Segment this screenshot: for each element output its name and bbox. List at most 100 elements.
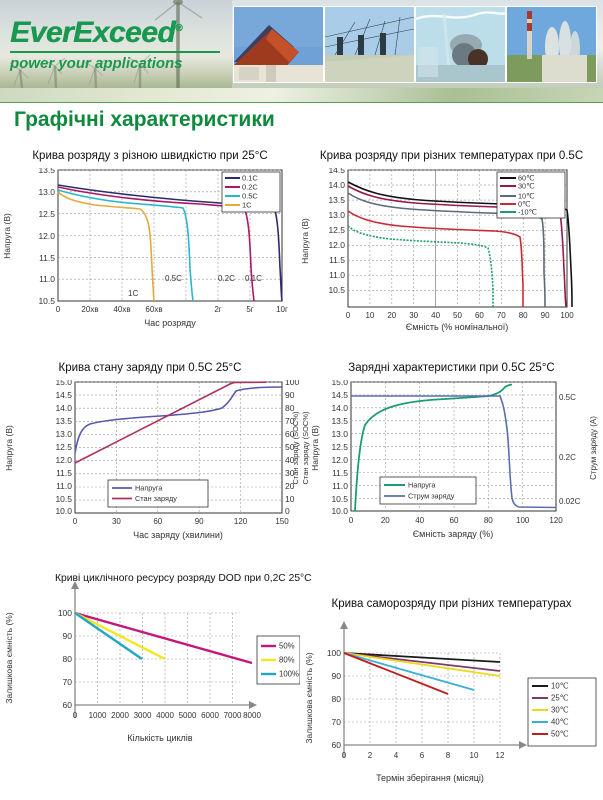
svg-text:1000: 1000 (89, 711, 107, 720)
svg-text:30: 30 (112, 517, 121, 526)
svg-text:Залишкова ємність (%): Залишкова ємність (%) (4, 612, 14, 704)
svg-text:0: 0 (342, 751, 347, 760)
svg-text:13.5: 13.5 (328, 195, 345, 205)
svg-text:3000: 3000 (134, 711, 152, 720)
svg-text:40: 40 (431, 311, 440, 320)
svg-text:0.2C: 0.2C (218, 274, 235, 283)
svg-text:80%: 80% (279, 656, 295, 665)
svg-text:60: 60 (332, 740, 342, 750)
svg-text:10.5: 10.5 (38, 296, 55, 306)
svg-text:Ємність заряду (%): Ємність заряду (%) (413, 529, 494, 539)
svg-text:0: 0 (56, 305, 61, 314)
svg-text:11.5: 11.5 (329, 255, 345, 265)
svg-text:120: 120 (549, 516, 563, 525)
svg-text:30℃: 30℃ (551, 706, 569, 715)
svg-text:150: 150 (275, 517, 289, 526)
svg-text:0.02C: 0.02C (559, 497, 581, 506)
svg-text:13.5: 13.5 (38, 168, 55, 175)
svg-text:70: 70 (63, 677, 73, 687)
svg-text:80: 80 (332, 694, 342, 704)
svg-text:11.5: 11.5 (332, 468, 348, 478)
svg-text:Стан заряду: Стан заряду (135, 494, 177, 503)
svg-text:5г: 5г (246, 305, 253, 314)
svg-text:4000: 4000 (156, 711, 174, 720)
svg-text:30: 30 (409, 311, 418, 320)
svg-text:0.1C: 0.1C (245, 274, 262, 283)
svg-text:13.5: 13.5 (55, 416, 72, 426)
svg-text:Струм заряду (A): Струм заряду (A) (589, 416, 598, 480)
svg-text:90: 90 (332, 671, 342, 681)
svg-text:14.5: 14.5 (55, 390, 72, 400)
svg-text:40℃: 40℃ (551, 718, 569, 727)
svg-text:13.0: 13.0 (55, 429, 72, 439)
svg-text:14.5: 14.5 (328, 168, 345, 175)
svg-text:11.5: 11.5 (56, 468, 72, 478)
svg-text:10.0: 10.0 (331, 506, 348, 516)
svg-text:0.5C: 0.5C (559, 393, 576, 402)
svg-text:1C: 1C (128, 289, 138, 298)
svg-text:20: 20 (387, 311, 396, 320)
svg-text:14.5: 14.5 (331, 390, 348, 400)
svg-text:0: 0 (349, 516, 354, 525)
svg-text:1C: 1C (242, 201, 252, 210)
svg-text:10: 10 (365, 311, 374, 320)
svg-text:Стан заряду (SOC%): Стан заряду (SOC%) (301, 411, 310, 485)
svg-text:100: 100 (560, 311, 574, 320)
svg-text:6000: 6000 (201, 711, 219, 720)
svg-text:2: 2 (368, 751, 373, 760)
svg-text:90: 90 (195, 517, 204, 526)
svg-text:10℃: 10℃ (551, 682, 569, 691)
svg-text:11.5: 11.5 (39, 253, 55, 263)
svg-text:8000: 8000 (243, 711, 261, 720)
svg-text:12.0: 12.0 (38, 231, 55, 241)
svg-text:0.5C: 0.5C (242, 192, 258, 201)
svg-text:Струм заряду: Струм заряду (408, 491, 455, 500)
svg-text:20хв: 20хв (81, 305, 98, 314)
svg-text:60: 60 (475, 311, 484, 320)
svg-text:12.5: 12.5 (38, 209, 55, 219)
svg-text:14.0: 14.0 (55, 403, 72, 413)
svg-text:Термін зберігання (місяці): Термін зберігання (місяці) (376, 773, 484, 783)
svg-text:70: 70 (332, 717, 342, 727)
svg-text:0.1C: 0.1C (242, 174, 258, 183)
svg-text:4: 4 (394, 751, 399, 760)
svg-text:5000: 5000 (179, 711, 197, 720)
svg-text:25℃: 25℃ (551, 694, 569, 703)
svg-text:12.0: 12.0 (331, 455, 348, 465)
svg-text:10.5: 10.5 (55, 494, 72, 504)
svg-text:12.0: 12.0 (55, 455, 72, 465)
svg-text:90: 90 (541, 311, 550, 320)
svg-text:12.5: 12.5 (328, 225, 345, 235)
svg-text:14.0: 14.0 (328, 180, 345, 190)
svg-text:7000: 7000 (224, 711, 242, 720)
svg-text:50: 50 (453, 311, 462, 320)
svg-text:Ємність (% номінальної): Ємність (% номінальної) (406, 322, 509, 332)
svg-text:100: 100 (516, 516, 530, 525)
svg-text:Напруга (В): Напруга (В) (300, 218, 310, 264)
svg-text:Час заряду (хвилини): Час заряду (хвилини) (133, 530, 223, 540)
svg-text:12: 12 (496, 751, 505, 760)
svg-text:12.5: 12.5 (331, 442, 348, 452)
svg-text:Напруга: Напруга (408, 480, 436, 489)
svg-text:70: 70 (497, 311, 506, 320)
svg-text:Стан заряду (SOC%): Стан заряду (SOC%) (291, 411, 300, 485)
svg-text:11.0: 11.0 (56, 481, 72, 491)
svg-text:12.5: 12.5 (55, 442, 72, 452)
svg-text:10.0: 10.0 (55, 506, 72, 516)
svg-text:10: 10 (285, 494, 295, 504)
svg-text:8: 8 (446, 751, 451, 760)
svg-text:10.5: 10.5 (331, 494, 348, 504)
svg-text:15.0: 15.0 (55, 380, 72, 387)
svg-text:0.5C: 0.5C (165, 274, 182, 283)
svg-text:13.0: 13.0 (328, 210, 345, 220)
svg-text:Напруга (В): Напруга (В) (2, 213, 12, 259)
svg-text:13.5: 13.5 (331, 416, 348, 426)
svg-text:20: 20 (381, 516, 390, 525)
svg-text:30℃: 30℃ (518, 182, 534, 191)
svg-text:Напруга (В): Напруга (В) (310, 425, 320, 471)
svg-text:40хв: 40хв (113, 305, 130, 314)
svg-text:100: 100 (58, 608, 72, 618)
svg-text:60хв: 60хв (145, 305, 162, 314)
svg-text:90: 90 (285, 390, 295, 400)
svg-text:12.0: 12.0 (328, 240, 345, 250)
